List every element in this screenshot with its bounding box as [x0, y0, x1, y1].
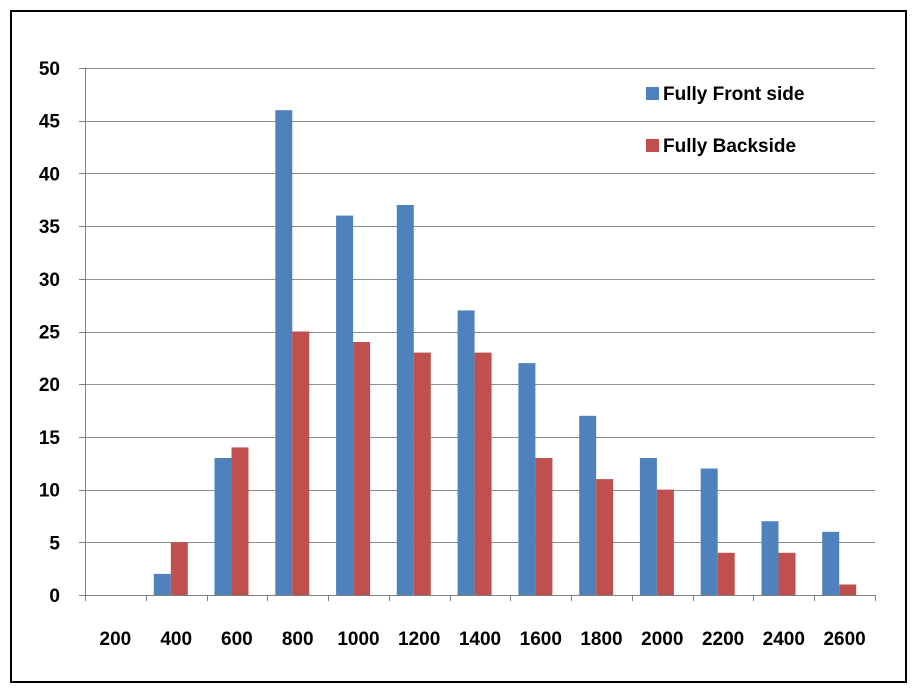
bar-back-1400 [474, 352, 492, 595]
bar-back-2000 [656, 489, 674, 595]
legend-swatch-front [646, 87, 659, 100]
y-tick-label-45: 45 [39, 112, 61, 133]
legend-label-back: Fully Backside [663, 136, 796, 157]
y-tick-label-10: 10 [39, 481, 60, 502]
bar-front-1200 [396, 205, 414, 595]
x-tick-label-1600: 1600 [520, 629, 562, 650]
axes [79, 68, 876, 601]
x-tick-label-1200: 1200 [398, 629, 440, 650]
bar-front-2400 [761, 521, 779, 595]
y-tick-label-20: 20 [39, 375, 60, 396]
legend: Fully Front side Fully Backside [646, 84, 804, 157]
bar-back-1800 [596, 479, 614, 595]
bar-back-1600 [535, 458, 553, 595]
bar-front-1800 [579, 415, 597, 595]
x-tick-label-400: 400 [160, 629, 192, 650]
y-tick-label-40: 40 [39, 164, 60, 185]
bars [153, 110, 857, 595]
x-axis-tick-labels: 200 400 600 800 1000 1200 1400 1600 1800 2000 2200… [100, 629, 866, 650]
bar-back-400 [170, 542, 188, 595]
y-tick-label-15: 15 [39, 428, 61, 449]
x-tick-label-1400: 1400 [459, 629, 501, 650]
bar-back-1200 [413, 352, 431, 595]
y-tick-label-50: 50 [39, 59, 60, 80]
y-tick-label-35: 35 [39, 217, 61, 238]
bar-front-2000 [639, 458, 657, 595]
bar-front-1600 [518, 363, 536, 595]
bar-back-600 [231, 447, 249, 595]
y-tick-label-0: 0 [49, 586, 60, 607]
x-tick-label-800: 800 [282, 629, 314, 650]
bar-back-2400 [778, 552, 796, 595]
y-tick-label-30: 30 [39, 270, 60, 291]
bar-front-1400 [457, 310, 475, 595]
x-tick-label-2200: 2200 [702, 629, 744, 650]
bar-front-2200 [700, 468, 718, 595]
bar-front-800 [275, 110, 293, 595]
x-tick-label-1000: 1000 [337, 629, 379, 650]
x-tick-label-600: 600 [221, 629, 253, 650]
legend-label-front: Fully Front side [663, 84, 804, 105]
bar-front-400 [153, 573, 171, 595]
x-tick-label-2400: 2400 [763, 629, 805, 650]
bar-back-2600 [839, 584, 857, 595]
bar-front-1000 [336, 215, 354, 595]
bar-front-2600 [822, 531, 840, 595]
bar-front-600 [214, 458, 232, 595]
x-tick-label-1800: 1800 [580, 629, 622, 650]
bar-back-1000 [353, 342, 371, 595]
x-tick-label-200: 200 [100, 629, 132, 650]
y-axis-tick-labels: 0 5 10 15 20 25 30 35 40 45 50 [39, 59, 61, 607]
y-tick-label-25: 25 [39, 323, 61, 344]
y-tick-label-5: 5 [49, 533, 60, 554]
x-tick-label-2600: 2600 [823, 629, 865, 650]
bar-back-2200 [717, 552, 735, 595]
legend-swatch-back [646, 139, 659, 152]
x-tick-label-2000: 2000 [641, 629, 683, 650]
bar-back-800 [292, 331, 310, 595]
